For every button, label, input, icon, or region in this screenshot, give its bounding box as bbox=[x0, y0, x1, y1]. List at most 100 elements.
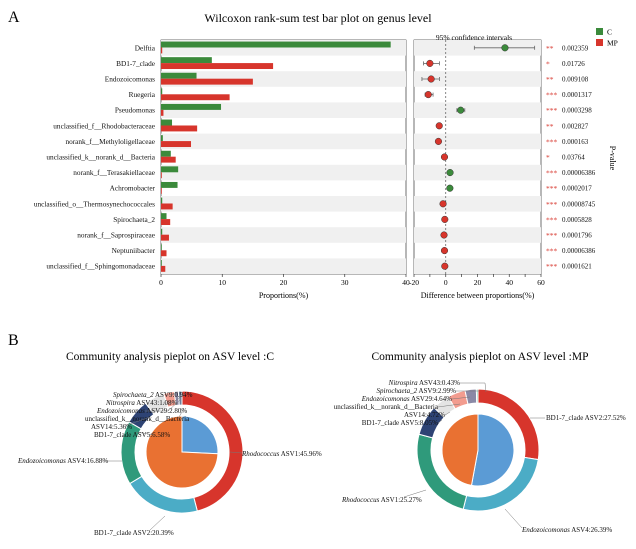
pie-leader-line bbox=[444, 411, 451, 416]
pie-label-value: ASV9:2.99% bbox=[417, 387, 456, 395]
ci-significance-stars: *** bbox=[546, 262, 558, 271]
ci-point bbox=[446, 169, 454, 177]
pie-slice-label: BD1-7_clade ASV2:20.39% bbox=[94, 529, 174, 537]
bar-x-tick-label: 40 bbox=[402, 278, 410, 287]
pie-inner-slice bbox=[470, 413, 515, 487]
ci-point bbox=[441, 215, 449, 223]
ci-x-axis-label: Difference between proportions(%) bbox=[421, 291, 535, 300]
bar-c bbox=[161, 103, 222, 110]
bar-category-label: Achromobacter bbox=[110, 184, 156, 193]
ci-point bbox=[440, 247, 449, 255]
pie-label-value: BD1-7_clade ASV5:6.58% bbox=[94, 431, 170, 439]
ci-significance-stars: *** bbox=[546, 231, 558, 240]
ci-p-value: 0.0002017 bbox=[562, 185, 592, 193]
pie-leader-line bbox=[460, 382, 487, 393]
legend-swatch-c bbox=[596, 28, 603, 35]
ci-x-tick-label: 0 bbox=[444, 278, 448, 287]
pie-slice-label: Nitrospira ASV43:0.43% bbox=[388, 379, 460, 387]
ci-significance-stars: * bbox=[546, 153, 550, 162]
panel-b-label: B bbox=[8, 332, 19, 349]
pie-label-value: ASV43:0.43% bbox=[418, 379, 461, 387]
p-value-axis-label: P-value bbox=[608, 146, 617, 171]
ci-panel: ** 0.002359 * 0.01726 ** 0.009108 *** 0.0001317… bbox=[409, 39, 617, 300]
bar-c bbox=[161, 135, 163, 142]
pie-leader-line bbox=[163, 392, 187, 404]
ci-significance-stars: *** bbox=[546, 91, 558, 100]
bar-mp bbox=[161, 219, 171, 226]
pie-slice-label: unclassified_k__norank_d__Bacteria bbox=[85, 415, 190, 423]
pie-inner-slice bbox=[145, 415, 219, 489]
panel-a-label: A bbox=[8, 9, 20, 26]
ci-p-value: 0.0001796 bbox=[562, 232, 592, 240]
bar-mp bbox=[161, 250, 167, 257]
ci-p-value: 0.0001317 bbox=[562, 91, 592, 99]
bar-category-label: norank_f__Methyloligellaceae bbox=[65, 137, 155, 146]
pie-label-value: ASV1:25.27% bbox=[379, 496, 422, 504]
bar-c bbox=[161, 244, 162, 251]
bar-c bbox=[161, 259, 162, 266]
ci-point bbox=[427, 75, 435, 83]
ci-row-band bbox=[414, 102, 541, 118]
pie-label-genus: Nitrospira bbox=[105, 399, 135, 407]
pie-slice-label: Endozoicomonas ASV4:16.88% bbox=[17, 457, 108, 465]
pie-slice-label: Spirochaeta_2 ASV9:2.99% bbox=[377, 387, 457, 395]
ci-x-tick-label: 40 bbox=[506, 278, 514, 287]
bar-c bbox=[161, 150, 171, 157]
pie-leader-line bbox=[504, 508, 523, 529]
bar-c bbox=[161, 213, 167, 220]
bar-c bbox=[161, 57, 212, 64]
pie-label-genus: Spirochaeta_2 bbox=[377, 387, 418, 395]
bar-c bbox=[161, 166, 179, 173]
bar-mp bbox=[161, 203, 173, 210]
bar-row-band bbox=[161, 227, 406, 243]
pie-slice-label: Rhodococcus ASV1:45.96% bbox=[241, 450, 322, 458]
pie-label-genus: Endozoicomonas bbox=[361, 395, 410, 403]
pie-label-value: BD1-7_clade ASV5:8.05% bbox=[362, 419, 438, 427]
ci-significance-stars: ** bbox=[546, 75, 554, 84]
bar-c bbox=[161, 41, 391, 48]
ci-point bbox=[440, 153, 449, 161]
ci-p-value: 0.0003298 bbox=[562, 107, 592, 115]
pie-slice-label: Nitrospira ASV43:1.08% bbox=[105, 399, 177, 407]
ci-significance-stars: *** bbox=[546, 215, 558, 224]
ci-p-value: 0.0005828 bbox=[562, 216, 592, 224]
bar-chart-title: Wilcoxon rank-sum test bar plot on genus… bbox=[204, 11, 432, 25]
ci-p-value: 0.009108 bbox=[562, 76, 589, 84]
ci-p-value: 0.00006386 bbox=[562, 169, 596, 177]
bar-x-tick-label: 10 bbox=[219, 278, 227, 287]
legend-swatch-mp bbox=[596, 39, 603, 46]
pie-slice-label: BD1-7_clade ASV2:27.52% bbox=[546, 414, 626, 422]
ci-row-band bbox=[414, 258, 541, 274]
bar-category-label: unclassified_k__norank_d__Bacteria bbox=[46, 153, 155, 162]
legend-label-mp: MP bbox=[607, 39, 618, 48]
legend: C MP bbox=[596, 28, 618, 48]
pie-label-genus: Nitrospira bbox=[388, 379, 418, 387]
bar-x-axis-label: Proportions(%) bbox=[259, 291, 309, 300]
ci-significance-stars: *** bbox=[546, 200, 558, 209]
pie-leader-line bbox=[437, 403, 461, 408]
pie-label-value: unclassified_k__norank_d__Bacteria bbox=[334, 403, 439, 411]
ci-point bbox=[435, 122, 443, 130]
pie-c-title: Community analysis pieplot on ASV level … bbox=[66, 351, 274, 363]
bar-x-tick-label: 20 bbox=[280, 278, 288, 287]
pie-slice-label: Spirochaeta_2 ASV9:0.94% bbox=[113, 391, 193, 399]
bar-category-label: unclassified_f__Rhodobacteraceae bbox=[53, 121, 155, 130]
pie-leader-line bbox=[177, 407, 185, 420]
ci-row-band bbox=[414, 164, 541, 181]
ci-row-band bbox=[414, 196, 541, 212]
pie-slice-label: Rhodococcus ASV1:25.27% bbox=[341, 496, 422, 504]
ci-significance-stars: ** bbox=[546, 122, 554, 131]
ci-p-value: 0.01726 bbox=[562, 60, 585, 68]
ci-significance-stars: * bbox=[546, 59, 550, 68]
ci-row-band bbox=[414, 227, 541, 243]
legend-label-c: C bbox=[607, 28, 612, 37]
ci-point bbox=[441, 262, 449, 270]
bar-row-band bbox=[161, 133, 406, 150]
bar-mp bbox=[161, 125, 198, 132]
ci-point bbox=[501, 44, 509, 52]
ci-x-tick-label: -20 bbox=[409, 278, 419, 287]
ci-p-value: 0.002359 bbox=[562, 44, 589, 52]
pie-c: Spirochaeta_2 ASV9:0.94%Nitrospira ASV43… bbox=[17, 390, 322, 537]
